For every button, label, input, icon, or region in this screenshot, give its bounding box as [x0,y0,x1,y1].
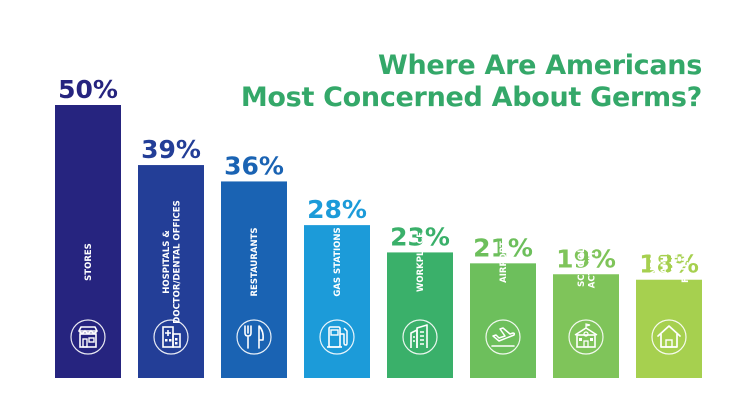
airplane-icon [485,319,521,355]
office-building-icon [402,319,438,355]
category-label-8: NEARFAMILYANDFRIENDS [649,241,691,283]
bar-8 [636,279,702,378]
storefront-icon [70,319,106,355]
value-label-2: 39% [141,135,201,164]
value-label-8: 18% [639,250,699,279]
fork-knife-icon [236,319,272,355]
chart-title-line-1: Where Are Americans [378,50,702,81]
category-label-1: STORES [84,243,94,281]
chart-title-line-2: Most Concerned About Germs? [240,82,702,113]
value-label-7: 19% [556,244,616,273]
value-label-4: 28% [307,195,367,224]
category-label-3: RESTAURANTS [250,228,260,297]
bar-3 [221,181,287,378]
category-label-4: GAS STATIONS [333,227,343,296]
category-label-5: WORKPLACE [416,232,426,292]
hospital-icon [153,319,189,355]
value-label-1: 50% [58,75,118,104]
value-label-3: 36% [224,151,284,180]
category-label-2: HOSPITALS &DOCTOR/DENTAL OFFICES [162,200,183,323]
gas-pump-icon [319,319,355,355]
category-label-7: SCHOOL &ACTIVITIES [577,236,598,288]
bar-4 [304,225,370,378]
chart-title: Where Are Americans Most Concerned About… [241,50,702,114]
bar-6 [470,263,536,378]
value-label-6: 21% [473,233,533,262]
bar-1 [55,105,121,378]
bar-2 [138,165,204,378]
category-label-6: AIRPORT [499,241,509,283]
house-icon [651,319,687,355]
school-icon [568,319,604,355]
bar-5 [387,252,453,378]
value-label-5: 23% [390,222,450,251]
